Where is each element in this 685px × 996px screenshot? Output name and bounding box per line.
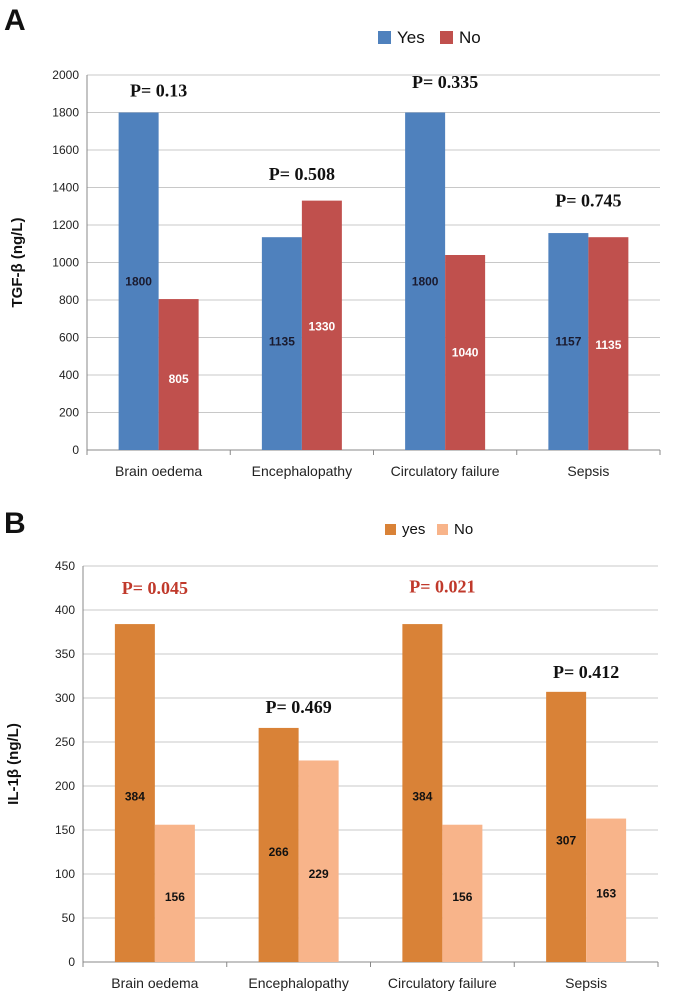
x-category-label: Circulatory failure <box>391 463 500 479</box>
legend-swatch-yes <box>385 524 396 535</box>
bars <box>118 112 629 450</box>
bars <box>114 624 627 962</box>
data-label: 1135 <box>269 334 295 348</box>
y-tick-labels: 0 200 400 600 800 1000 1200 1400 1600 1800 2000 <box>52 68 79 457</box>
p-value-annotations: P= 0.13 P= 0.508 P= 0.335 P= 0.745 <box>130 72 622 210</box>
y-tick-label: 1600 <box>52 143 79 157</box>
y-tick-label: 800 <box>59 293 79 307</box>
x-category-label: Sepsis <box>567 463 609 479</box>
y-axis-label: IL-1β (ng/L) <box>5 723 22 805</box>
legend-label-yes: yes <box>402 521 425 538</box>
bar-yes-3 <box>548 233 589 450</box>
y-axis-label: TGF-β (ng/L) <box>9 218 26 308</box>
y-tick-label: 350 <box>55 647 75 661</box>
y-tick-label: 1200 <box>52 218 79 232</box>
y-tick-label: 0 <box>68 955 75 969</box>
legend-swatch-no <box>440 31 453 44</box>
bar-no-2 <box>445 255 486 450</box>
data-label: 1800 <box>125 274 152 288</box>
legend-swatch-no <box>437 524 448 535</box>
bar-no-3 <box>586 818 627 962</box>
bar-yes-1 <box>258 727 299 962</box>
x-category-label: Circulatory failure <box>388 975 497 991</box>
data-label: 384 <box>125 790 145 804</box>
data-label: 266 <box>269 845 289 859</box>
panel-letter-a: A <box>4 4 26 37</box>
bar-yes-2 <box>405 112 446 450</box>
bar-no-1 <box>301 200 342 450</box>
legend-label-no: No <box>459 28 481 47</box>
data-labels: 1800 1135 1800 1157 805 1330 1040 1135 <box>125 274 621 386</box>
panel-letter-b: B <box>4 507 26 540</box>
y-tick-label: 2000 <box>52 68 79 82</box>
y-tick-label: 300 <box>55 691 75 705</box>
bar-yes-1 <box>261 237 302 450</box>
p-value-annotation: P= 0.745 <box>555 190 621 210</box>
data-label: 1157 <box>555 334 581 348</box>
data-label: 156 <box>165 890 185 904</box>
bar-no-3 <box>588 237 629 450</box>
p-value-annotation: P= 0.045 <box>122 578 188 598</box>
data-label: 805 <box>169 372 189 386</box>
p-value-annotation: P= 0.469 <box>265 697 331 717</box>
y-tick-label: 150 <box>55 823 75 837</box>
legend: yes No <box>385 521 473 538</box>
y-tick-label: 1800 <box>52 106 79 120</box>
data-label: 156 <box>452 890 472 904</box>
p-value-annotations: P= 0.045 P= 0.469 P= 0.021 P= 0.412 <box>122 576 620 717</box>
x-category-labels: Brain oedema Encephalopathy Circulatory fa… <box>111 975 607 991</box>
bar-no-1 <box>298 760 339 962</box>
y-tick-label: 200 <box>59 406 79 420</box>
y-tick-label: 1400 <box>52 181 79 195</box>
legend-swatch-yes <box>378 31 391 44</box>
bar-yes-2 <box>402 624 443 962</box>
bar-no-0 <box>154 824 195 962</box>
data-label: 307 <box>556 834 576 848</box>
p-value-annotation: P= 0.021 <box>409 576 475 596</box>
x-category-label: Brain oedema <box>111 975 198 991</box>
data-label: 1330 <box>309 319 336 333</box>
p-value-annotation: P= 0.508 <box>269 164 335 184</box>
y-tick-label: 50 <box>62 911 76 925</box>
x-category-label: Encephalopathy <box>248 975 348 991</box>
p-value-annotation: P= 0.13 <box>130 81 187 101</box>
bar-yes-0 <box>114 624 155 962</box>
x-category-label: Encephalopathy <box>252 463 352 479</box>
y-tick-label: 250 <box>55 735 75 749</box>
bar-yes-3 <box>546 691 587 962</box>
p-value-annotation: P= 0.335 <box>412 72 478 92</box>
y-tick-label: 400 <box>59 368 79 382</box>
data-label: 384 <box>412 790 432 804</box>
legend-label-yes: Yes <box>397 28 425 47</box>
y-tick-label: 600 <box>59 331 79 345</box>
panel-b: B 0 50 100 150 200 250 300 350 400 450 IL-1β (ng/L… <box>4 507 659 991</box>
bar-no-2 <box>442 824 483 962</box>
p-value-annotation: P= 0.412 <box>553 662 619 682</box>
bar-no-0 <box>158 299 199 450</box>
data-label: 1135 <box>595 338 621 352</box>
panel-a: A 0 200 400 600 800 1000 1200 1400 1600 1800 2000 T… <box>4 4 661 479</box>
data-label: 163 <box>596 886 616 900</box>
y-tick-label: 100 <box>55 867 75 881</box>
x-category-labels: Brain oedema Encephalopathy Circulatory fa… <box>115 463 609 479</box>
data-label: 229 <box>309 867 329 881</box>
x-category-label: Sepsis <box>565 975 607 991</box>
data-label: 1040 <box>452 346 479 360</box>
chart-a: 0 200 400 600 800 1000 1200 1400 1600 1800 2000 TGF… <box>9 28 661 479</box>
y-tick-labels: 0 50 100 150 200 250 300 350 400 450 <box>55 559 75 969</box>
y-tick-label: 450 <box>55 559 75 573</box>
bar-yes-0 <box>118 112 159 450</box>
legend: Yes No <box>378 28 481 47</box>
data-label: 1800 <box>412 274 439 288</box>
y-tick-label: 200 <box>55 779 75 793</box>
legend-label-no: No <box>454 521 473 538</box>
y-tick-label: 400 <box>55 603 75 617</box>
y-tick-label: 0 <box>72 443 79 457</box>
data-labels: 384 266 384 307 156 229 156 163 <box>125 790 617 904</box>
chart-b: 0 50 100 150 200 250 300 350 400 450 IL-1β (ng/L) B… <box>5 521 659 991</box>
x-category-label: Brain oedema <box>115 463 202 479</box>
y-tick-label: 1000 <box>52 256 79 270</box>
